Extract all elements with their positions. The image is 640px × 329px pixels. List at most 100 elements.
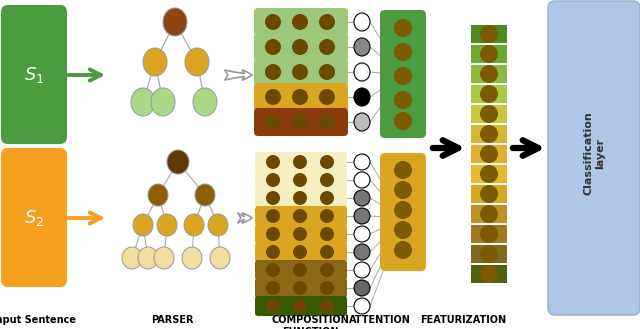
Ellipse shape bbox=[320, 173, 334, 187]
Bar bbox=[471, 65, 507, 83]
Ellipse shape bbox=[394, 181, 412, 199]
Ellipse shape bbox=[480, 205, 498, 223]
Ellipse shape bbox=[185, 48, 209, 76]
FancyBboxPatch shape bbox=[254, 8, 348, 36]
Ellipse shape bbox=[265, 39, 281, 55]
Ellipse shape bbox=[354, 298, 370, 314]
Ellipse shape bbox=[266, 209, 280, 223]
FancyBboxPatch shape bbox=[255, 242, 347, 262]
Bar bbox=[471, 245, 507, 263]
Bar bbox=[471, 105, 507, 123]
Ellipse shape bbox=[151, 88, 175, 116]
Ellipse shape bbox=[133, 214, 153, 236]
Ellipse shape bbox=[265, 89, 281, 105]
Ellipse shape bbox=[394, 19, 412, 37]
Ellipse shape bbox=[354, 63, 370, 81]
Ellipse shape bbox=[163, 8, 187, 36]
Ellipse shape bbox=[293, 155, 307, 169]
Ellipse shape bbox=[394, 43, 412, 61]
Text: Input Sentence: Input Sentence bbox=[0, 315, 76, 325]
Ellipse shape bbox=[319, 114, 335, 130]
Ellipse shape bbox=[266, 173, 280, 187]
Ellipse shape bbox=[167, 150, 189, 174]
Ellipse shape bbox=[354, 244, 370, 260]
Ellipse shape bbox=[354, 208, 370, 224]
Ellipse shape bbox=[265, 14, 281, 30]
Text: PARSER: PARSER bbox=[151, 315, 193, 325]
FancyBboxPatch shape bbox=[254, 58, 348, 86]
FancyBboxPatch shape bbox=[255, 296, 347, 316]
Ellipse shape bbox=[293, 173, 307, 187]
Ellipse shape bbox=[293, 227, 307, 241]
Ellipse shape bbox=[394, 221, 412, 239]
Ellipse shape bbox=[293, 191, 307, 205]
Text: ATTENTION: ATTENTION bbox=[349, 315, 411, 325]
Ellipse shape bbox=[394, 201, 412, 219]
FancyBboxPatch shape bbox=[255, 188, 347, 208]
Bar bbox=[471, 185, 507, 203]
Ellipse shape bbox=[208, 214, 228, 236]
Ellipse shape bbox=[354, 88, 370, 106]
Ellipse shape bbox=[480, 45, 498, 63]
Text: $S_2$: $S_2$ bbox=[24, 208, 44, 228]
FancyBboxPatch shape bbox=[255, 170, 347, 190]
Ellipse shape bbox=[143, 48, 167, 76]
Text: $S_1$: $S_1$ bbox=[24, 65, 44, 85]
Ellipse shape bbox=[480, 105, 498, 123]
Ellipse shape bbox=[394, 241, 412, 259]
Ellipse shape bbox=[293, 281, 307, 295]
Ellipse shape bbox=[320, 227, 334, 241]
Ellipse shape bbox=[292, 14, 308, 30]
Ellipse shape bbox=[138, 247, 158, 269]
Ellipse shape bbox=[266, 191, 280, 205]
Ellipse shape bbox=[131, 88, 155, 116]
Ellipse shape bbox=[319, 89, 335, 105]
Ellipse shape bbox=[193, 88, 217, 116]
Bar bbox=[471, 25, 507, 43]
Ellipse shape bbox=[480, 265, 498, 283]
Bar bbox=[471, 145, 507, 163]
Ellipse shape bbox=[354, 154, 370, 170]
FancyBboxPatch shape bbox=[254, 108, 348, 136]
Ellipse shape bbox=[292, 89, 308, 105]
Ellipse shape bbox=[354, 38, 370, 56]
FancyBboxPatch shape bbox=[380, 153, 426, 271]
Ellipse shape bbox=[480, 85, 498, 103]
Bar bbox=[471, 165, 507, 183]
Text: FEATURIZATION: FEATURIZATION bbox=[420, 315, 506, 325]
Ellipse shape bbox=[292, 64, 308, 80]
FancyBboxPatch shape bbox=[380, 10, 426, 138]
Bar bbox=[471, 125, 507, 143]
Ellipse shape bbox=[266, 245, 280, 259]
Ellipse shape bbox=[394, 91, 412, 109]
Ellipse shape bbox=[320, 209, 334, 223]
FancyBboxPatch shape bbox=[255, 224, 347, 244]
Ellipse shape bbox=[320, 299, 334, 313]
Ellipse shape bbox=[394, 161, 412, 179]
Ellipse shape bbox=[354, 172, 370, 188]
Ellipse shape bbox=[354, 280, 370, 296]
Ellipse shape bbox=[122, 247, 142, 269]
Ellipse shape bbox=[293, 299, 307, 313]
Ellipse shape bbox=[480, 165, 498, 183]
Bar bbox=[471, 45, 507, 63]
Ellipse shape bbox=[354, 262, 370, 278]
Ellipse shape bbox=[182, 247, 202, 269]
Text: Classification
layer: Classification layer bbox=[583, 111, 605, 195]
Ellipse shape bbox=[210, 247, 230, 269]
Ellipse shape bbox=[195, 184, 215, 206]
Text: COMPOSITION
FUNCTION: COMPOSITION FUNCTION bbox=[271, 315, 349, 329]
Ellipse shape bbox=[320, 281, 334, 295]
FancyBboxPatch shape bbox=[1, 148, 67, 287]
Ellipse shape bbox=[480, 245, 498, 263]
FancyBboxPatch shape bbox=[548, 1, 640, 315]
Ellipse shape bbox=[148, 184, 168, 206]
Ellipse shape bbox=[266, 227, 280, 241]
Ellipse shape bbox=[480, 25, 498, 43]
Ellipse shape bbox=[265, 114, 281, 130]
Ellipse shape bbox=[480, 65, 498, 83]
Bar bbox=[471, 85, 507, 103]
Ellipse shape bbox=[319, 64, 335, 80]
FancyBboxPatch shape bbox=[255, 206, 347, 226]
Ellipse shape bbox=[320, 245, 334, 259]
